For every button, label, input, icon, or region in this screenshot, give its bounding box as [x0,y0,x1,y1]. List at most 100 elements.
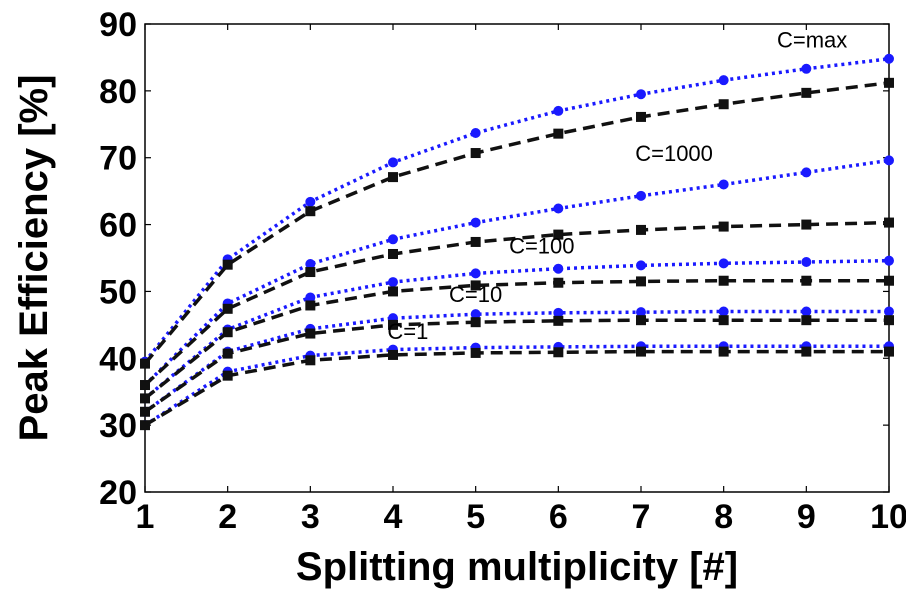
data-point [388,319,398,330]
data-point [470,317,481,328]
series-line [143,81,890,365]
data-point [636,260,646,271]
x-tick-label: 1 [136,498,155,536]
data-point [388,157,398,168]
data-point [222,303,233,314]
data-point [884,255,894,266]
x-axis-title: Splitting multiplicity [#] [296,545,738,589]
data-point [718,258,729,269]
data-point [718,99,729,110]
data-point [884,155,894,166]
data-point [222,370,233,381]
series-3 [140,217,894,391]
data-point [801,346,812,357]
y-tick-label: 40 [99,340,137,378]
x-ticks: 1 2 3 4 5 6 7 8 9 10 [136,24,906,536]
series-line [144,349,889,427]
x-tick-label: 10 [870,498,906,536]
data-point [884,53,894,64]
data-point [801,275,812,286]
data-point [718,179,729,190]
data-point [553,315,564,326]
data-point [801,87,812,98]
data-point [222,348,233,359]
data-point [801,306,812,317]
data-point [305,267,316,278]
y-tick-label: 60 [99,207,137,245]
x-tick-label: 2 [218,498,237,536]
data-point [553,347,564,358]
data-point [388,349,398,360]
data-point [718,315,729,326]
data-point [470,236,481,247]
data-point [884,306,894,317]
data-point [470,148,481,159]
series-line [143,318,889,414]
data-point [140,420,150,431]
x-tick-label: 8 [714,498,733,536]
series-line [143,278,889,400]
data-point [553,229,564,240]
data-point [305,300,316,311]
series-line [144,344,889,427]
data-point [718,275,729,286]
data-point [636,315,646,326]
data-point [718,306,729,317]
data-point [222,259,233,270]
series-line [143,258,890,400]
series-7 [140,315,894,417]
x-tick-label: 4 [384,498,403,536]
y-tick-label: 80 [99,73,137,111]
y-tick-label: 70 [99,140,137,178]
data-point [470,217,481,228]
series-annotation: C=100 [509,233,574,258]
x-tick-label: 3 [301,498,320,536]
y-axis-title: Peak Efficiency [%] [12,75,56,442]
data-point [553,263,564,274]
data-point [636,224,646,235]
data-point [636,111,646,122]
data-point [801,315,812,326]
data-point [305,206,316,217]
data-point [305,355,316,366]
series-1 [140,77,894,369]
data-point [470,268,481,279]
data-point [636,346,646,357]
data-point [636,190,646,201]
data-point [718,75,729,86]
x-tick-label: 6 [549,498,568,536]
series-annotation: C=10 [449,282,502,307]
data-point [884,315,894,326]
data-point [801,167,812,178]
data-point [305,328,316,339]
series-annotation: C=1000 [635,141,713,166]
series-layer [140,53,894,431]
x-tick-label: 9 [797,498,816,536]
data-point [140,393,150,404]
data-point [553,203,564,214]
series-line [143,220,890,387]
x-tick-label: 7 [632,498,651,536]
data-point [140,380,150,391]
annotation-layer: C=max C=1000 C=100 C=10 C=1 [387,27,847,343]
data-point [388,286,398,297]
data-point [553,105,564,116]
data-point [388,277,398,288]
series-line [143,158,890,387]
data-point [222,327,233,338]
data-point [718,346,729,357]
data-point [305,196,316,207]
data-point [140,358,150,369]
data-point [801,219,812,230]
data-point [884,217,894,228]
data-point [470,347,481,358]
series-9 [140,346,894,431]
x-tick-label: 5 [466,498,485,536]
data-point [636,276,646,287]
data-point [801,63,812,74]
data-point [470,127,481,138]
data-point [884,275,894,286]
data-point [801,257,812,268]
data-point [553,277,564,288]
